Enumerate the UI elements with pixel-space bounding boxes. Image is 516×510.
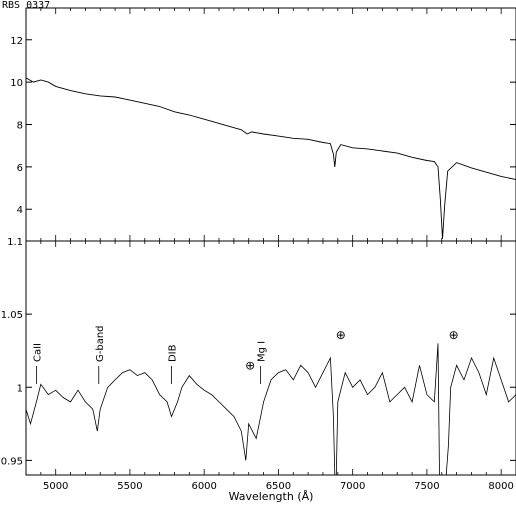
bottom-series-line [25, 343, 516, 476]
y-tick-label: 4 [17, 205, 23, 216]
x-tick-label: 8000 [488, 481, 513, 492]
x-tick-label: 6500 [266, 481, 291, 492]
telluric-symbol: ⊕ [336, 328, 346, 342]
telluric-symbol: ⊕ [449, 328, 459, 342]
annotation-label: Mg I [257, 341, 268, 362]
annotation-label: DIB [168, 344, 179, 362]
y-tick-label: 1.1 [7, 237, 23, 248]
annotation-label: G-band [95, 325, 106, 362]
annotation-label: CaII [32, 343, 43, 362]
x-tick-label: 5500 [117, 481, 142, 492]
x-tick-label: 7000 [340, 481, 365, 492]
top-panel-tick-labels: 4 6 8 10 12 [10, 36, 23, 216]
bottom-panel-ticks [25, 240, 516, 475]
y-tick-label: 8 [17, 121, 23, 132]
y-tick-label: 1 [17, 383, 23, 394]
y-tick-label: 0.95 [1, 456, 23, 467]
x-tick-label: 5000 [43, 481, 68, 492]
y-tick-label: 1.05 [1, 310, 23, 321]
x-tick-label: 6000 [191, 481, 216, 492]
y-tick-label: 6 [17, 163, 23, 174]
y-tick-label: 12 [10, 36, 23, 47]
bottom-panel: 0.95 1 1.05 1.1 5000 5500 6000 6500 7000 7500 8000… [1, 237, 516, 503]
x-axis-label: Wavelength (Å) [229, 490, 314, 503]
top-series-line [25, 77, 516, 239]
bottom-panel-frame [25, 240, 516, 476]
telluric-symbol: ⊕ [245, 359, 255, 373]
line-annotations: CaII G-band DIB Mg I⊕⊕ ⊕ [32, 325, 459, 384]
y-tick-label: 10 [10, 78, 23, 89]
x-tick-label: 7500 [414, 481, 439, 492]
bottom-panel-tick-labels: 0.95 1 1.05 1.1 5000 5500 6000 6500 7000 7500 8000 [1, 237, 514, 492]
chart-title: RBS 0337 [2, 0, 50, 11]
